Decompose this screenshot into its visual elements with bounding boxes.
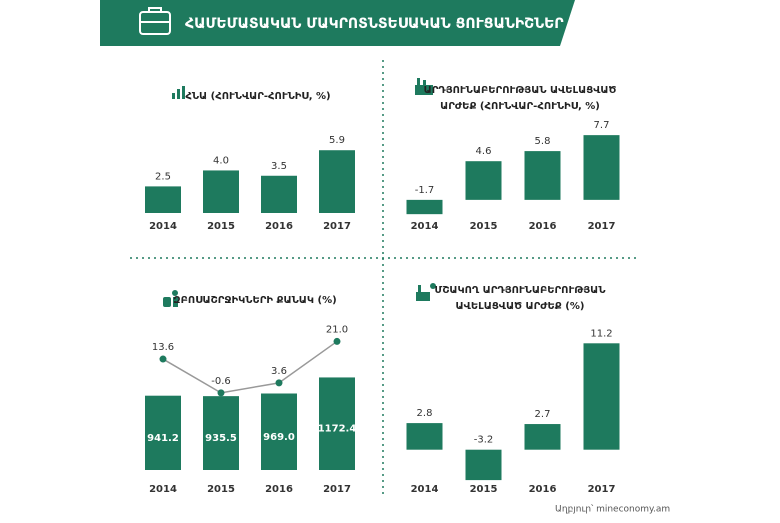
header-title: ՀԱՄԵՄԱՏԱԿԱՆ ՄԱԿՐՈՏՆՏԵՍԱԿԱՆ ՑՈՒՑԱՆԻՇՆԵՐ (…: [185, 16, 628, 32]
header-band: [100, 0, 575, 46]
value-label: 2.7: [535, 409, 551, 420]
x-tick-label: 2015: [470, 484, 498, 495]
value-label: 1172.4: [318, 424, 357, 435]
value-label: 5.8: [535, 136, 551, 147]
bar: [203, 396, 239, 470]
chart-title: ԱՐԺԵՔ (ՀՈՒՆՎԱՐ-ՀՈՒՆԻՍ, %): [440, 101, 600, 112]
x-tick-label: 2016: [265, 221, 293, 232]
bar: [203, 170, 239, 213]
value-label: 21.0: [326, 324, 348, 335]
chart-title: ԶԲՈՍԱՇՐՋԻԿՆԵՐԻ ՔԱՆԱԿ (%): [173, 295, 336, 306]
x-tick-label: 2015: [207, 221, 235, 232]
x-tick-label: 2016: [529, 484, 557, 495]
value-label: 7.7: [594, 120, 610, 131]
line-point: [333, 337, 341, 345]
bar: [319, 377, 355, 470]
chart-title: ԱՐԴՅՈՒՆԱԲԵՐՈՒԹՅԱՆ ԱՎԵԼԱՑՎԱԾ: [424, 85, 617, 96]
bar: [261, 175, 297, 213]
value-label: 2.5: [155, 171, 171, 182]
x-tick-label: 2014: [411, 221, 439, 232]
value-label: 3.5: [271, 161, 287, 172]
value-label: 4.6: [476, 146, 492, 157]
icon: [163, 78, 436, 307]
value-label: 3.6: [271, 366, 287, 377]
x-tick-label: 2017: [323, 221, 351, 232]
bar: [465, 161, 502, 200]
bar: [261, 393, 297, 470]
value-label: 941.2: [147, 433, 179, 444]
bar: [145, 186, 181, 213]
value-label: 13.6: [152, 342, 174, 353]
x-tick-label: 2015: [470, 221, 498, 232]
briefcase-icon: [139, 7, 171, 35]
source: Աղբյուր՝ mineconomy.am: [555, 504, 670, 515]
bar: [583, 135, 620, 200]
value-label: 4.0: [213, 155, 229, 166]
chart-title: ՄՇԱԿՈՂ ԱՐԴՅՈՒՆԱԲԵՐՈՒԹՅԱՆ: [435, 285, 606, 296]
x-tick-label: 2017: [588, 221, 616, 232]
chart-title: ՀՆԱ (ՀՈՒՆՎԱՐ-ՀՈՒՆԻՍ, %): [185, 91, 330, 102]
bar: [406, 199, 443, 215]
chart-title: ԱՎԵԼԱՑՎԱԾ ԱՐԺԵՔ (%): [456, 301, 585, 312]
x-tick-label: 2017: [323, 484, 351, 495]
bar: [465, 449, 502, 481]
value-label: -0.6: [211, 376, 231, 387]
value-label: 5.9: [329, 135, 345, 146]
value-label: -3.2: [474, 435, 494, 446]
bar: [524, 424, 561, 450]
bar: [524, 151, 561, 200]
x-tick-label: 2016: [265, 484, 293, 495]
value-label: 969.0: [263, 432, 295, 443]
value-label: -1.7: [415, 185, 435, 196]
x-tick-label: 2016: [529, 221, 557, 232]
value-label: 11.2: [590, 328, 612, 339]
x-tick-label: 2014: [411, 484, 439, 495]
line-point: [159, 355, 167, 363]
x-tick-label: 2015: [207, 484, 235, 495]
bar: [319, 150, 355, 213]
line: [162, 340, 338, 394]
line-point: [217, 389, 225, 397]
line-point: [275, 379, 283, 387]
bar: [406, 423, 443, 450]
x-tick-label: 2014: [149, 484, 177, 495]
bar: [145, 395, 181, 470]
x-tick-label: 2014: [149, 221, 177, 232]
value-label: 935.5: [205, 433, 237, 444]
bar: [583, 343, 620, 450]
value-label: 2.8: [417, 408, 433, 419]
x-tick-label: 2017: [588, 484, 616, 495]
